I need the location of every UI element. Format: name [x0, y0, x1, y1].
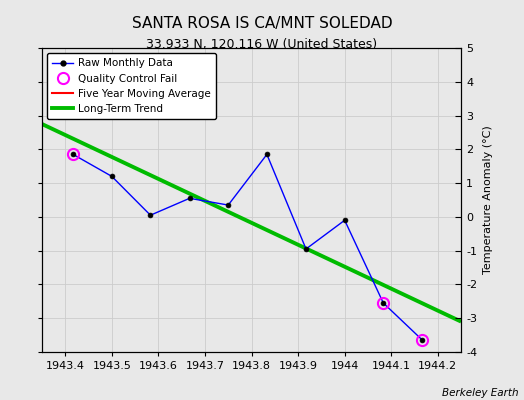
Legend: Raw Monthly Data, Quality Control Fail, Five Year Moving Average, Long-Term Tren: Raw Monthly Data, Quality Control Fail, … — [47, 53, 216, 119]
Text: Berkeley Earth: Berkeley Earth — [442, 388, 519, 398]
Y-axis label: Temperature Anomaly (°C): Temperature Anomaly (°C) — [483, 126, 493, 274]
Text: SANTA ROSA IS CA/MNT SOLEDAD: SANTA ROSA IS CA/MNT SOLEDAD — [132, 16, 392, 31]
Text: 33.933 N, 120.116 W (United States): 33.933 N, 120.116 W (United States) — [146, 38, 378, 51]
